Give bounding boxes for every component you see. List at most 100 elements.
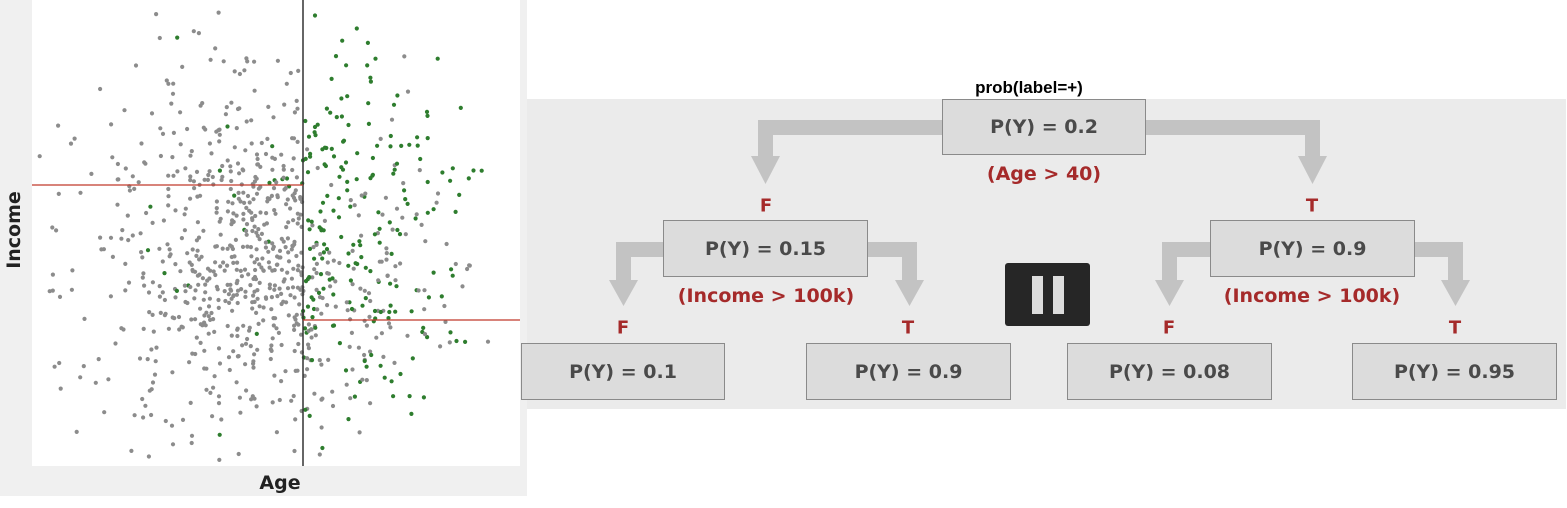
scatter-point-negative bbox=[283, 245, 288, 250]
scatter-point-positive bbox=[395, 227, 400, 233]
scatter-point-negative bbox=[286, 220, 291, 225]
scatter-point-negative bbox=[379, 331, 384, 336]
leaf-rl-node: P(Y) = 0.08 bbox=[1067, 343, 1272, 400]
scatter-point-positive bbox=[366, 121, 371, 126]
scatter-point-positive bbox=[322, 162, 327, 167]
scatter-point-negative bbox=[292, 348, 297, 354]
scatter-point-positive bbox=[368, 79, 373, 84]
scatter-point-positive bbox=[307, 246, 313, 251]
scatter-point-negative bbox=[194, 238, 199, 243]
scatter-point-negative bbox=[383, 195, 388, 200]
scatter-point-negative bbox=[261, 305, 266, 310]
scatter-point-negative bbox=[314, 287, 319, 292]
scatter-point-positive bbox=[325, 193, 330, 198]
scatter-point-negative bbox=[161, 218, 166, 223]
scatter-point-negative bbox=[173, 262, 178, 267]
scatter-point-negative bbox=[271, 115, 276, 120]
scatter-point-positive bbox=[365, 40, 370, 46]
scatter-point-negative bbox=[281, 239, 286, 244]
scatter-point-negative bbox=[182, 283, 187, 288]
scatter-point-negative bbox=[243, 294, 248, 299]
scatter-point-negative bbox=[348, 396, 353, 401]
scatter-point-negative bbox=[244, 205, 249, 210]
scatter-point-negative bbox=[359, 233, 364, 238]
scatter-point-positive bbox=[424, 109, 430, 114]
scatter-point-negative bbox=[254, 310, 259, 315]
scatter-point-positive bbox=[284, 176, 290, 181]
leaf-lr-branch-label: T bbox=[901, 317, 915, 339]
scatter-point-negative bbox=[368, 298, 373, 304]
left-node: P(Y) = 0.15 bbox=[663, 220, 868, 277]
scatter-point-negative bbox=[306, 322, 311, 327]
scatter-point-negative bbox=[183, 206, 188, 211]
scatter-point-negative bbox=[255, 156, 260, 162]
scatter-point-negative bbox=[333, 304, 338, 309]
scatter-point-positive bbox=[377, 240, 382, 245]
scatter-point-negative bbox=[281, 175, 286, 180]
scatter-point-negative bbox=[270, 336, 275, 341]
scatter-point-positive bbox=[466, 176, 471, 181]
scatter-point-negative bbox=[164, 78, 169, 83]
scatter-point-positive bbox=[393, 309, 398, 314]
scatter-point-negative bbox=[154, 12, 159, 17]
scatter-point-negative bbox=[438, 344, 443, 349]
scatter-point-negative bbox=[319, 362, 324, 367]
scatter-point-negative bbox=[359, 193, 364, 198]
scatter-point-positive bbox=[362, 358, 367, 364]
scatter-point-negative bbox=[209, 151, 214, 156]
scatter-point-negative bbox=[362, 352, 367, 358]
scatter-point-negative bbox=[213, 272, 218, 278]
scatter-point-negative bbox=[206, 314, 211, 319]
connector-left-leaflr bbox=[866, 242, 924, 306]
scatter-point-negative bbox=[299, 332, 304, 337]
scatter-point-negative bbox=[325, 303, 330, 308]
scatter-point-positive bbox=[387, 309, 392, 315]
scatter-point-negative bbox=[293, 188, 298, 193]
scatter-point-negative bbox=[212, 329, 217, 334]
scatter-point-negative bbox=[274, 326, 279, 331]
scatter-point-positive bbox=[306, 218, 311, 223]
scatter-point-negative bbox=[298, 212, 303, 217]
scatter-point-negative bbox=[81, 364, 86, 369]
scatter-point-positive bbox=[388, 303, 393, 308]
scatter-point-positive bbox=[440, 170, 445, 175]
scatter-point-negative bbox=[113, 341, 118, 346]
scatter-point-positive bbox=[313, 325, 318, 330]
scatter-point-negative bbox=[163, 311, 168, 316]
scatter-point-positive bbox=[426, 295, 431, 300]
scatter-point-negative bbox=[183, 289, 188, 294]
scatter-point-negative bbox=[198, 103, 203, 108]
scatter-point-negative bbox=[204, 387, 209, 392]
pause-button[interactable] bbox=[1005, 263, 1090, 326]
scatter-point-negative bbox=[197, 257, 202, 262]
scatter-point-negative bbox=[328, 284, 333, 289]
scatter-point-negative bbox=[185, 126, 190, 132]
scatter-point-positive bbox=[358, 243, 363, 248]
scatter-point-negative bbox=[236, 190, 241, 195]
scatter-point-negative bbox=[352, 203, 357, 208]
scatter-point-negative bbox=[150, 380, 156, 385]
pause-icon-bar bbox=[1052, 275, 1064, 314]
scatter-point-negative bbox=[171, 81, 176, 86]
scatter-point-negative bbox=[254, 152, 260, 157]
scatter-point-negative bbox=[217, 457, 222, 462]
scatter-point-negative bbox=[277, 255, 282, 260]
scatter-point-negative bbox=[337, 260, 342, 266]
scatter-point-negative bbox=[89, 171, 94, 176]
scatter-point-negative bbox=[273, 316, 278, 321]
scatter-point-negative bbox=[281, 279, 286, 284]
scatter-point-negative bbox=[284, 202, 289, 207]
scatter-point-negative bbox=[291, 393, 296, 399]
scatter-point-positive bbox=[346, 417, 351, 422]
scatter-point-negative bbox=[196, 30, 201, 36]
scatter-point-negative bbox=[310, 275, 315, 280]
scatter-point-negative bbox=[356, 345, 361, 350]
scatter-point-negative bbox=[56, 191, 61, 196]
scatter-point-negative bbox=[228, 186, 233, 192]
scatter-point-negative bbox=[314, 270, 319, 276]
scatter-point-negative bbox=[296, 322, 301, 327]
scatter-point-positive bbox=[453, 209, 458, 214]
scatter-point-negative bbox=[141, 415, 146, 420]
right-branch-label: T bbox=[1305, 195, 1319, 217]
scatter-point-positive bbox=[457, 192, 462, 197]
